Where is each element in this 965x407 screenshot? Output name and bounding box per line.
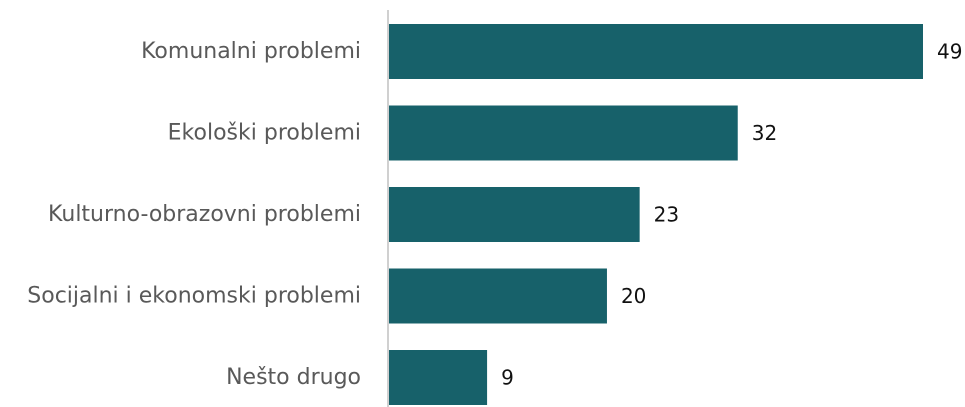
category-label-2: Kulturno-obrazovni problemi: [48, 202, 361, 227]
category-labels-group: Komunalni problemi Ekološki problemi Kultu…: [27, 39, 361, 390]
value-label-1: 32: [752, 121, 777, 145]
bar-3: [389, 268, 607, 324]
value-labels-group: 49 32 23 20 9: [501, 40, 962, 390]
value-label-0: 49: [937, 40, 962, 64]
bars-group: [389, 24, 923, 405]
category-label-4: Nešto drugo: [226, 365, 361, 390]
category-label-3: Socijalni i ekonomski problemi: [27, 284, 361, 309]
category-label-0: Komunalni problemi: [141, 39, 361, 64]
bar-2: [389, 187, 640, 242]
value-label-4: 9: [501, 366, 514, 390]
bar-1: [389, 105, 738, 161]
value-label-3: 20: [621, 284, 646, 308]
category-label-1: Ekološki problemi: [168, 121, 361, 146]
bar-4: [389, 350, 488, 405]
bar-0: [389, 24, 923, 79]
value-label-2: 23: [654, 203, 679, 227]
